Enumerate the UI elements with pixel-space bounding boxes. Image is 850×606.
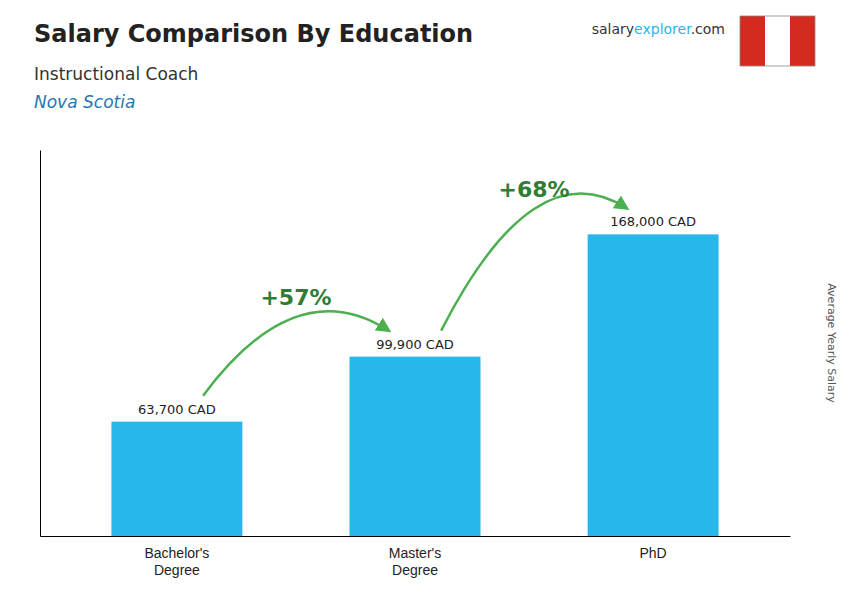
x-tick-label: PhD — [639, 545, 666, 561]
flag-stripe — [740, 16, 765, 66]
chart: Salary Comparison By Education Instructio… — [0, 0, 850, 606]
x-tick: Bachelor'sDegree — [144, 536, 209, 578]
bar — [111, 422, 242, 536]
x-axis-line — [41, 536, 791, 537]
arrow — [203, 311, 389, 395]
annotation: +68% — [499, 177, 570, 202]
x-tick: Master'sDegree — [389, 536, 441, 578]
y-axis — [40, 151, 41, 537]
region: Nova Scotia — [34, 92, 135, 112]
brand: salaryexplorer.com — [592, 21, 725, 37]
title: Salary Comparison By Education — [34, 20, 473, 48]
y-axis-line — [40, 151, 41, 537]
x-tick-label: Bachelor'sDegree — [144, 545, 209, 578]
brand-part: salary — [592, 21, 634, 37]
brand-part: explorer — [634, 21, 692, 37]
annotation: +57% — [260, 285, 331, 310]
data-label: 99,900 CAD — [376, 337, 454, 352]
data-label: 63,700 CAD — [138, 402, 216, 417]
x-tick: PhD — [639, 536, 666, 561]
y-axis-title: Average Yearly Salary — [825, 283, 838, 403]
flag — [740, 16, 815, 66]
brand-part: .com — [691, 21, 725, 37]
x-axis: Bachelor'sDegree Master'sDegree PhD — [41, 536, 791, 578]
flag-stripe — [790, 16, 815, 66]
plot-area — [111, 234, 718, 536]
flag-border — [740, 16, 815, 66]
arrow — [441, 194, 627, 331]
bar — [588, 234, 719, 536]
flag-stripe — [765, 16, 790, 66]
subtitle: Instructional Coach — [34, 64, 198, 84]
bar — [350, 357, 481, 536]
x-tick-label: Master'sDegree — [389, 545, 441, 578]
data-label: 168,000 CAD — [610, 214, 696, 229]
